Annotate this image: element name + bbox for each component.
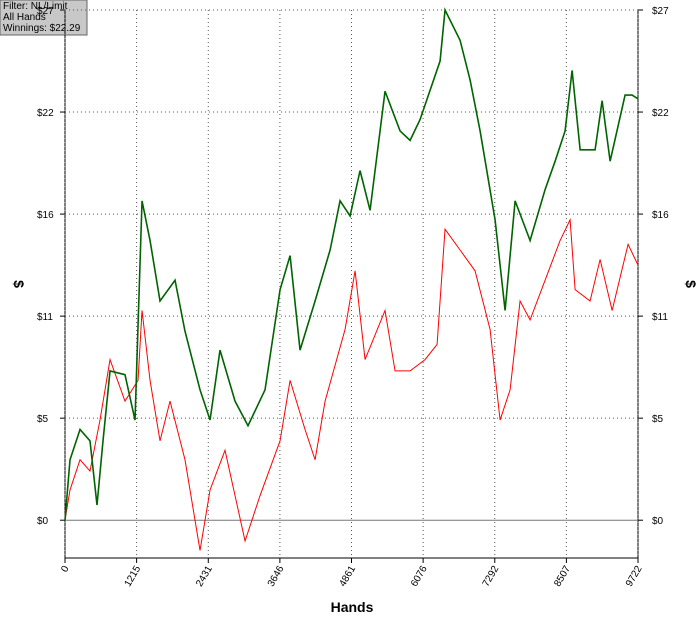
- y-tick-label: $27: [37, 6, 54, 17]
- series-line: [64, 7, 639, 521]
- y2-tick-label: $5: [652, 414, 664, 425]
- info-winnings: Winnings: $22.29: [3, 23, 81, 34]
- y2-tick-label: $22: [652, 108, 669, 119]
- y-axis-label: $: [11, 280, 27, 288]
- x-tick-label: 0: [59, 564, 72, 575]
- info-box: [0, 0, 88, 36]
- y2-tick-label: $0: [652, 516, 664, 527]
- y2-tick-label: $27: [652, 6, 669, 17]
- y2-tick-label: $11: [652, 312, 668, 323]
- info-hands: All Hands: [3, 12, 46, 23]
- y-tick-label: $11: [37, 312, 53, 323]
- y-tick-label: $5: [37, 414, 49, 425]
- y2-axis-label: $: [683, 280, 699, 288]
- y2-tick-label: $16: [652, 210, 669, 221]
- series-line: [64, 217, 639, 551]
- x-axis-label: Hands: [331, 599, 374, 615]
- info-filter: Filter: NL/Limit: [3, 1, 68, 12]
- y-tick-label: $16: [37, 210, 54, 221]
- y-tick-label: $0: [37, 516, 49, 527]
- y-tick-label: $22: [37, 108, 54, 119]
